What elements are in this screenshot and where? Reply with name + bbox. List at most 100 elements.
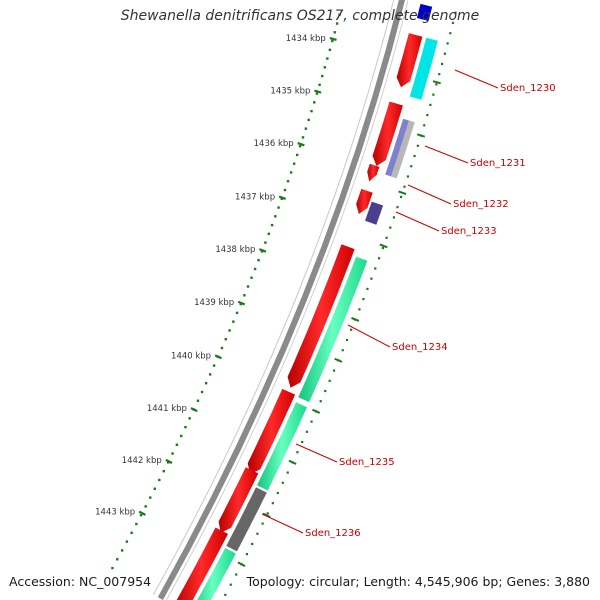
outer-track-dot <box>370 277 373 280</box>
leader-line <box>407 184 452 205</box>
ruler-minor-tick <box>144 505 147 508</box>
ruler-minor-tick <box>111 566 114 570</box>
ruler-tick-label: 1437 kbp <box>235 193 275 203</box>
outer-track-tick <box>379 243 388 249</box>
ruler-minor-tick <box>304 127 308 130</box>
outer-track-dot <box>449 32 452 35</box>
leader-line <box>454 69 499 89</box>
outer-track-dot <box>281 481 284 484</box>
gene-label: Sden_1236 <box>305 528 361 539</box>
outer-track-dot <box>266 512 269 515</box>
ruler-minor-tick <box>243 294 246 297</box>
outer-track-dot <box>362 298 365 301</box>
ruler-minor-tick <box>175 443 179 446</box>
gene-label: Sden_1233 <box>441 226 497 237</box>
ruler-tick-label: 1441 kbp <box>147 404 187 414</box>
outer-track-dot <box>413 154 416 158</box>
ruler-minor-tick <box>274 215 277 218</box>
outer-track-dot <box>350 328 353 331</box>
ruler-tick-label: 1435 kbp <box>270 87 310 97</box>
outer-track-dot <box>341 349 344 352</box>
ruler-minor-tick <box>267 232 270 236</box>
ruler-minor-tick <box>204 381 208 385</box>
gene-label: Sden_1232 <box>453 199 509 210</box>
ruler-minor-tick <box>250 276 253 279</box>
outer-track-dot <box>429 103 432 106</box>
ruler-tick-label: 1438 kbp <box>215 245 255 255</box>
ruler-minor-tick <box>270 223 274 227</box>
ruler-minor-tick <box>298 144 302 148</box>
backbone-inner-line <box>152 0 395 595</box>
outer-track-tick <box>334 357 343 363</box>
ruler-minor-tick <box>153 487 156 490</box>
ruler-minor-tick <box>196 399 200 402</box>
ruler-minor-tick <box>318 83 321 87</box>
ruler-minor-tick <box>313 101 316 104</box>
ruler-minor-tick <box>260 250 264 253</box>
outer-track-dot <box>410 165 413 168</box>
ruler-minor-tick <box>257 258 260 262</box>
ruler-minor-tick <box>301 136 305 139</box>
ruler-minor-tick <box>335 22 339 25</box>
ruler-major-tick <box>297 142 305 147</box>
accession-text: Accession: NC_007954 <box>9 574 152 589</box>
ruler-minor-tick <box>321 74 324 78</box>
outer-track-dot <box>416 144 419 147</box>
ruler-minor-tick <box>179 434 183 438</box>
ruler-major-tick <box>314 89 322 94</box>
outer-track-dot <box>440 62 444 66</box>
leader-line <box>261 513 304 534</box>
outer-track-dot <box>381 246 384 250</box>
cog-bar-sden-1230 <box>409 37 438 100</box>
gene-label: Sden_1231 <box>470 158 526 169</box>
outer-track-dot <box>366 287 369 291</box>
ruler-tick-label: 1436 kbp <box>254 139 294 149</box>
outer-track-dot <box>389 226 392 229</box>
cds-arrow-sden-1235 <box>247 388 296 475</box>
ruler-minor-tick <box>232 320 235 323</box>
outer-track-dot <box>245 553 249 556</box>
ruler-minor-tick <box>292 162 296 165</box>
leader-line <box>295 443 338 463</box>
ruler-minor-tick <box>246 285 250 288</box>
outer-track-dot <box>328 379 331 382</box>
ruler-minor-tick <box>220 346 224 350</box>
cds-arrow-sden-1233 <box>356 188 373 214</box>
ruler-major-tick <box>138 510 146 516</box>
outer-track-dot <box>224 593 227 596</box>
backbone-outer-line <box>165 0 409 600</box>
outer-track-tick <box>398 190 407 195</box>
leader-line <box>424 145 469 164</box>
backbone-ring <box>152 0 409 600</box>
outer-track-dot <box>271 502 274 505</box>
ruler-minor-tick <box>295 153 299 157</box>
outer-track-dot <box>385 236 388 239</box>
cds-arrow-sden-1230 <box>396 33 423 88</box>
top-feature-bar <box>416 3 433 22</box>
ruler-minor-tick <box>228 329 231 332</box>
outer-track-dot <box>324 389 327 393</box>
ruler-minor-tick <box>235 311 239 315</box>
ruler-minor-tick <box>253 267 257 271</box>
outer-track-dot <box>374 267 377 270</box>
ruler-minor-tick <box>323 66 327 69</box>
outer-track-dot <box>406 175 410 178</box>
outer-track-dot <box>443 52 446 55</box>
outer-track-dot <box>403 185 406 188</box>
ruler-minor-tick <box>328 48 332 52</box>
ruler-minor-tick <box>171 452 174 455</box>
ruler-minor-tick <box>149 496 152 499</box>
outer-track-dot <box>310 420 313 423</box>
ruler-minor-tick <box>116 558 119 561</box>
ruler-minor-tick <box>139 513 143 517</box>
cog-bar-next <box>197 547 236 600</box>
ruler-major-tick <box>278 195 287 200</box>
ruler-minor-tick <box>125 540 129 543</box>
outer-track-tick <box>288 459 297 465</box>
gene-label: Sden_1235 <box>339 457 395 468</box>
outer-track-tick <box>311 408 321 414</box>
genome-summary-text: Topology: circular; Length: 4,545,906 bp… <box>246 574 590 589</box>
ruler-minor-tick <box>208 373 212 376</box>
leader-line <box>347 324 391 348</box>
